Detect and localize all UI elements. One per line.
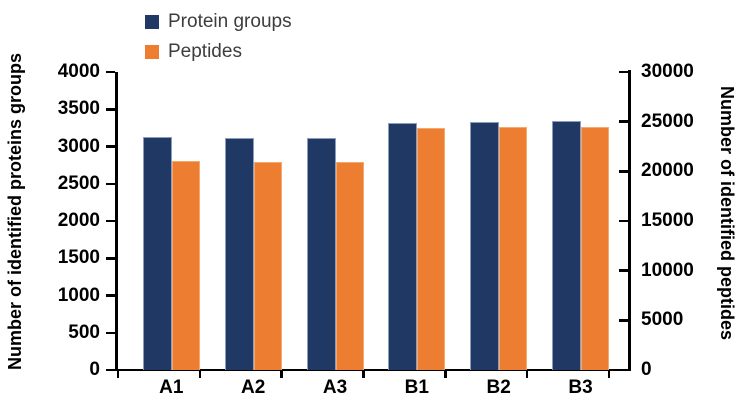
x-axis-tick bbox=[444, 370, 447, 378]
left-axis-tick-label-1500: 1500 bbox=[57, 247, 100, 269]
right-axis-tick bbox=[619, 269, 628, 272]
x-axis-tick bbox=[116, 370, 120, 378]
legend-swatch-peptides bbox=[145, 45, 159, 59]
left-axis-tick bbox=[106, 294, 115, 297]
x-axis-tick bbox=[280, 370, 283, 378]
left-axis-tick-label-500: 500 bbox=[68, 321, 100, 343]
right-axis-tick bbox=[619, 120, 628, 123]
bar-peptides-A3 bbox=[335, 161, 364, 370]
bar-peptides-A2 bbox=[253, 161, 282, 370]
left-axis-tick-label-2500: 2500 bbox=[57, 172, 100, 194]
x-axis-category-label-A2: A2 bbox=[241, 377, 266, 398]
left-axis-tick bbox=[106, 70, 115, 74]
left-axis-tick-label-2000: 2000 bbox=[57, 210, 100, 231]
legend-item-peptides: Peptides bbox=[145, 41, 292, 63]
x-axis-category-label-A3: A3 bbox=[322, 377, 348, 398]
right-axis-tick-label-0: 0 bbox=[641, 359, 652, 380]
left-axis-line bbox=[115, 72, 118, 371]
bar-protein-groups-B3 bbox=[552, 121, 581, 370]
legend-item-protein-groups: Protein groups bbox=[145, 11, 292, 33]
left-axis-tick bbox=[106, 368, 115, 372]
right-axis-tick bbox=[619, 170, 628, 173]
left-axis-tick bbox=[106, 331, 115, 334]
right-axis-tick bbox=[619, 319, 628, 322]
x-axis-category-label-B1: B1 bbox=[404, 377, 429, 398]
bar-protein-groups-A2 bbox=[224, 138, 254, 370]
right-axis-tick-label-10000: 10000 bbox=[641, 259, 694, 281]
left-axis-tick bbox=[106, 257, 115, 260]
x-axis-tick bbox=[198, 370, 202, 378]
x-axis-tick bbox=[607, 370, 611, 378]
right-axis-tick bbox=[619, 368, 628, 372]
legend-label-peptides: Peptides bbox=[168, 41, 242, 62]
left-axis-tick bbox=[106, 108, 115, 111]
right-axis-tick bbox=[619, 70, 628, 74]
bar-protein-groups-B1 bbox=[388, 123, 418, 370]
x-axis-line bbox=[115, 368, 630, 371]
x-axis-category-label-B3: B3 bbox=[568, 377, 593, 398]
left-axis-tick-label-4000: 4000 bbox=[57, 61, 100, 82]
right-axis-tick-label-30000: 30000 bbox=[641, 61, 694, 82]
left-axis-tick-label-3500: 3500 bbox=[57, 98, 100, 120]
right-axis-tick bbox=[619, 219, 628, 223]
bar-peptides-B1 bbox=[417, 128, 446, 370]
chart-legend: Protein groups Peptides bbox=[145, 11, 292, 71]
right-axis-line bbox=[628, 70, 631, 371]
left-axis-tick-label-0: 0 bbox=[89, 359, 100, 380]
left-axis-tick-label-1000: 1000 bbox=[57, 284, 100, 306]
bar-protein-groups-A3 bbox=[306, 137, 336, 370]
x-axis-category-label-A1: A1 bbox=[159, 377, 184, 398]
bar-peptides-B3 bbox=[581, 127, 609, 370]
right-axis-tick-label-5000: 5000 bbox=[641, 309, 684, 331]
bar-peptides-B2 bbox=[499, 127, 528, 370]
left-axis-tick bbox=[106, 182, 115, 185]
x-axis-tick bbox=[362, 370, 365, 378]
left-axis-tick-label-3000: 3000 bbox=[57, 135, 100, 157]
x-axis-category-label-B2: B2 bbox=[486, 377, 511, 398]
right-axis-tick-label-25000: 25000 bbox=[641, 110, 694, 132]
x-axis-tick bbox=[525, 370, 529, 378]
legend-label-protein-groups: Protein groups bbox=[168, 11, 292, 32]
right-axis-title: Number of identified peptides bbox=[717, 85, 737, 340]
right-axis-tick-label-20000: 20000 bbox=[641, 160, 694, 182]
legend-swatch-protein-groups bbox=[145, 15, 159, 29]
left-axis-tick bbox=[106, 219, 115, 223]
left-axis-tick bbox=[106, 145, 115, 148]
bar-protein-groups-A1 bbox=[142, 136, 172, 370]
bar-peptides-A1 bbox=[171, 160, 200, 370]
bar-protein-groups-B2 bbox=[470, 121, 500, 370]
plot-area bbox=[118, 72, 628, 370]
right-axis-tick-label-15000: 15000 bbox=[641, 210, 694, 231]
